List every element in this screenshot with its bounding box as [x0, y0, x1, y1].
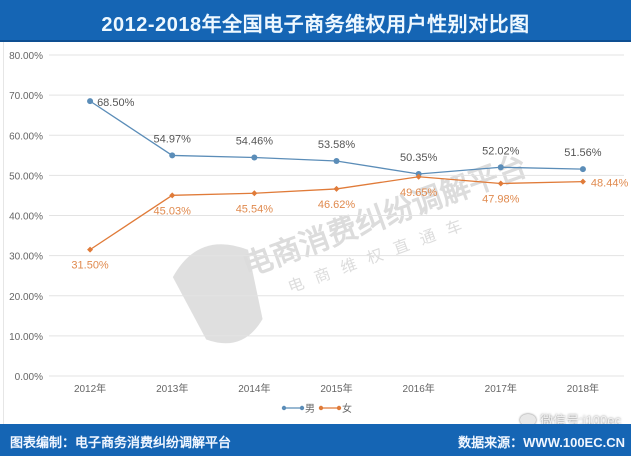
wechat-icon: [520, 413, 537, 426]
y-tick-label: 30.00%: [9, 252, 43, 263]
data-point-male: [251, 154, 258, 161]
data-label: 45.54%: [236, 203, 274, 215]
data-label: 47.98%: [482, 193, 520, 205]
legend-marker-icon: [336, 405, 342, 411]
data-label: 49.65%: [400, 187, 438, 199]
legend-marker-icon: [299, 405, 305, 411]
footer-credit: 图表编制：电子商务消费纠纷调解平台: [10, 435, 232, 450]
y-tick-label: 80.00%: [9, 51, 43, 62]
y-tick-label: 70.00%: [9, 91, 43, 102]
chart-area: 电商消费纠纷调解平台 电商维权直通车 0.00% 10.00% 20.00% 30.00%…: [3, 42, 629, 426]
y-tick-label: 10.00%: [9, 332, 43, 343]
legend-marker-icon: [318, 405, 324, 411]
x-tick-label: 2016年: [403, 382, 435, 395]
data-label: 53.58%: [318, 139, 356, 151]
chart-title: 2012-2018年全国电子商务维权用户性别对比图: [101, 14, 530, 36]
data-label: 52.02%: [482, 145, 520, 157]
x-tick-label: 2015年: [320, 382, 352, 395]
data-label: 48.44%: [591, 178, 629, 190]
data-point-male: [579, 166, 586, 173]
y-tick-label: 40.00%: [9, 212, 43, 223]
data-label: 51.56%: [564, 147, 602, 159]
footer-banner: 图表编制：电子商务消费纠纷调解平台 数据来源：WWW.100EC.CN: [0, 424, 631, 456]
data-point-female: [169, 192, 176, 199]
y-tick-label: 50.00%: [9, 171, 43, 182]
legend: 男女: [281, 402, 352, 415]
data-point-male: [169, 152, 176, 159]
data-label: 31.50%: [71, 260, 109, 272]
legend-label: 男: [305, 403, 315, 415]
data-point-male: [87, 98, 94, 105]
data-point-female: [415, 173, 422, 180]
title-banner: 2012-2018年全国电子商务维权用户性别对比图: [0, 0, 631, 42]
y-tick-label: 20.00%: [9, 292, 43, 303]
data-label: 46.62%: [318, 199, 356, 211]
data-point-male: [497, 164, 504, 171]
data-label: 54.97%: [154, 133, 192, 145]
x-tick-label: 2012年: [74, 382, 106, 395]
footer-source: 数据来源：WWW.100EC.CN: [458, 435, 625, 450]
fist-shield-icon: [172, 244, 263, 344]
y-tick-label: 60.00%: [9, 131, 43, 142]
x-tick-label: 2018年: [567, 382, 599, 395]
data-point-female: [579, 178, 586, 185]
x-tick-label: 2017年: [485, 382, 517, 395]
legend-marker-icon: [281, 405, 287, 411]
data-label: 54.46%: [236, 135, 274, 147]
x-tick-label: 2013年: [156, 382, 188, 395]
data-point-male: [333, 158, 340, 165]
y-tick-label: 0.00%: [15, 372, 43, 383]
data-label: 45.03%: [154, 205, 192, 217]
data-label: 68.50%: [97, 97, 135, 109]
data-point-female: [333, 185, 340, 192]
data-point-female: [497, 180, 504, 187]
x-tick-label: 2014年: [238, 382, 270, 395]
data-point-female: [251, 190, 258, 197]
data-label: 50.35%: [400, 152, 438, 164]
data-point-female: [87, 246, 94, 253]
legend-label: 女: [342, 402, 352, 415]
